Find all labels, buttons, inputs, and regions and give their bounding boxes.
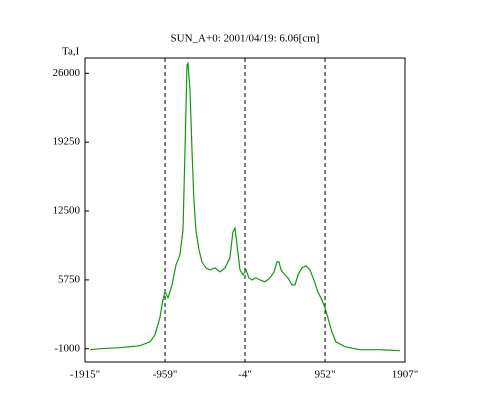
y-tick-label: 26000	[53, 67, 81, 79]
x-tick-label: 1907"	[392, 369, 419, 381]
data-line	[89, 61, 400, 352]
chart-title: SUN_A+0: 2001/04/19: 6.06[cm]	[171, 33, 320, 45]
y-tick-label: 19250	[53, 136, 81, 148]
y-tick-label: 12500	[53, 205, 81, 217]
x-tick-label: 952"	[315, 369, 336, 381]
y-tick-label: 5750	[58, 273, 81, 285]
x-tick-label: -1915"	[70, 369, 100, 381]
y-tick-label: -1000	[54, 342, 80, 354]
x-tick-label: -4"	[238, 369, 252, 381]
x-tick-label: -959"	[153, 369, 178, 381]
y-axis-label: Ta,I	[62, 46, 80, 58]
